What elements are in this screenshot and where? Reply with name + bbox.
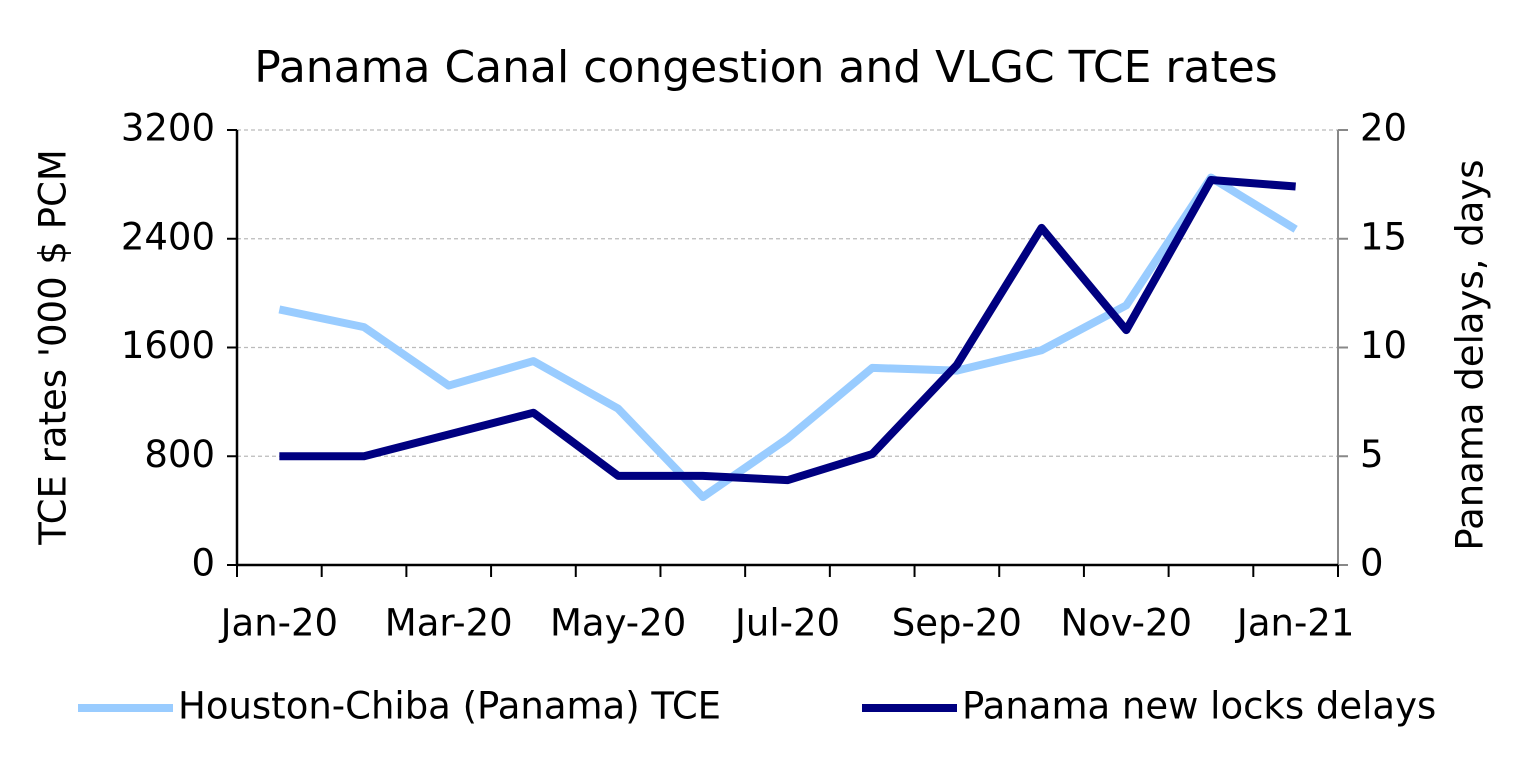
- legend-label: Panama new locks delays: [962, 685, 1436, 728]
- x-tick-label: Sep-20: [892, 602, 1022, 645]
- y2-tick-label: 15: [1360, 215, 1407, 258]
- y-tick-label: 2400: [121, 215, 215, 258]
- chart-title: Panama Canal congestion and VLGC TCE rat…: [254, 42, 1277, 93]
- x-tick-label: Nov-20: [1060, 602, 1192, 645]
- series-line: [279, 176, 1296, 485]
- y2-tick-label: 5: [1360, 433, 1384, 476]
- y-tick-label: 1600: [121, 324, 215, 367]
- x-tick-label: Jul-20: [733, 602, 840, 645]
- x-tick-label: Mar-20: [385, 602, 513, 645]
- y2-tick-label: 0: [1360, 542, 1384, 585]
- y-tick-label: 3200: [121, 107, 215, 150]
- x-tick-label: Jan-21: [1235, 602, 1354, 645]
- y2-axis-label: Panama delays, days: [1449, 159, 1492, 550]
- x-tick-label: May-20: [550, 602, 686, 645]
- y-tick-label: 0: [191, 542, 215, 585]
- x-tick-label: Jan-20: [219, 602, 338, 645]
- y2-tick-label: 10: [1360, 324, 1407, 367]
- series-line: [278, 173, 1298, 502]
- y2-tick-label: 20: [1360, 107, 1407, 150]
- y-tick-label: 800: [144, 433, 215, 476]
- y-axis-label: TCE rates '000 $ PCM: [32, 149, 75, 546]
- legend-label: Houston-Chiba (Panama) TCE: [178, 685, 721, 728]
